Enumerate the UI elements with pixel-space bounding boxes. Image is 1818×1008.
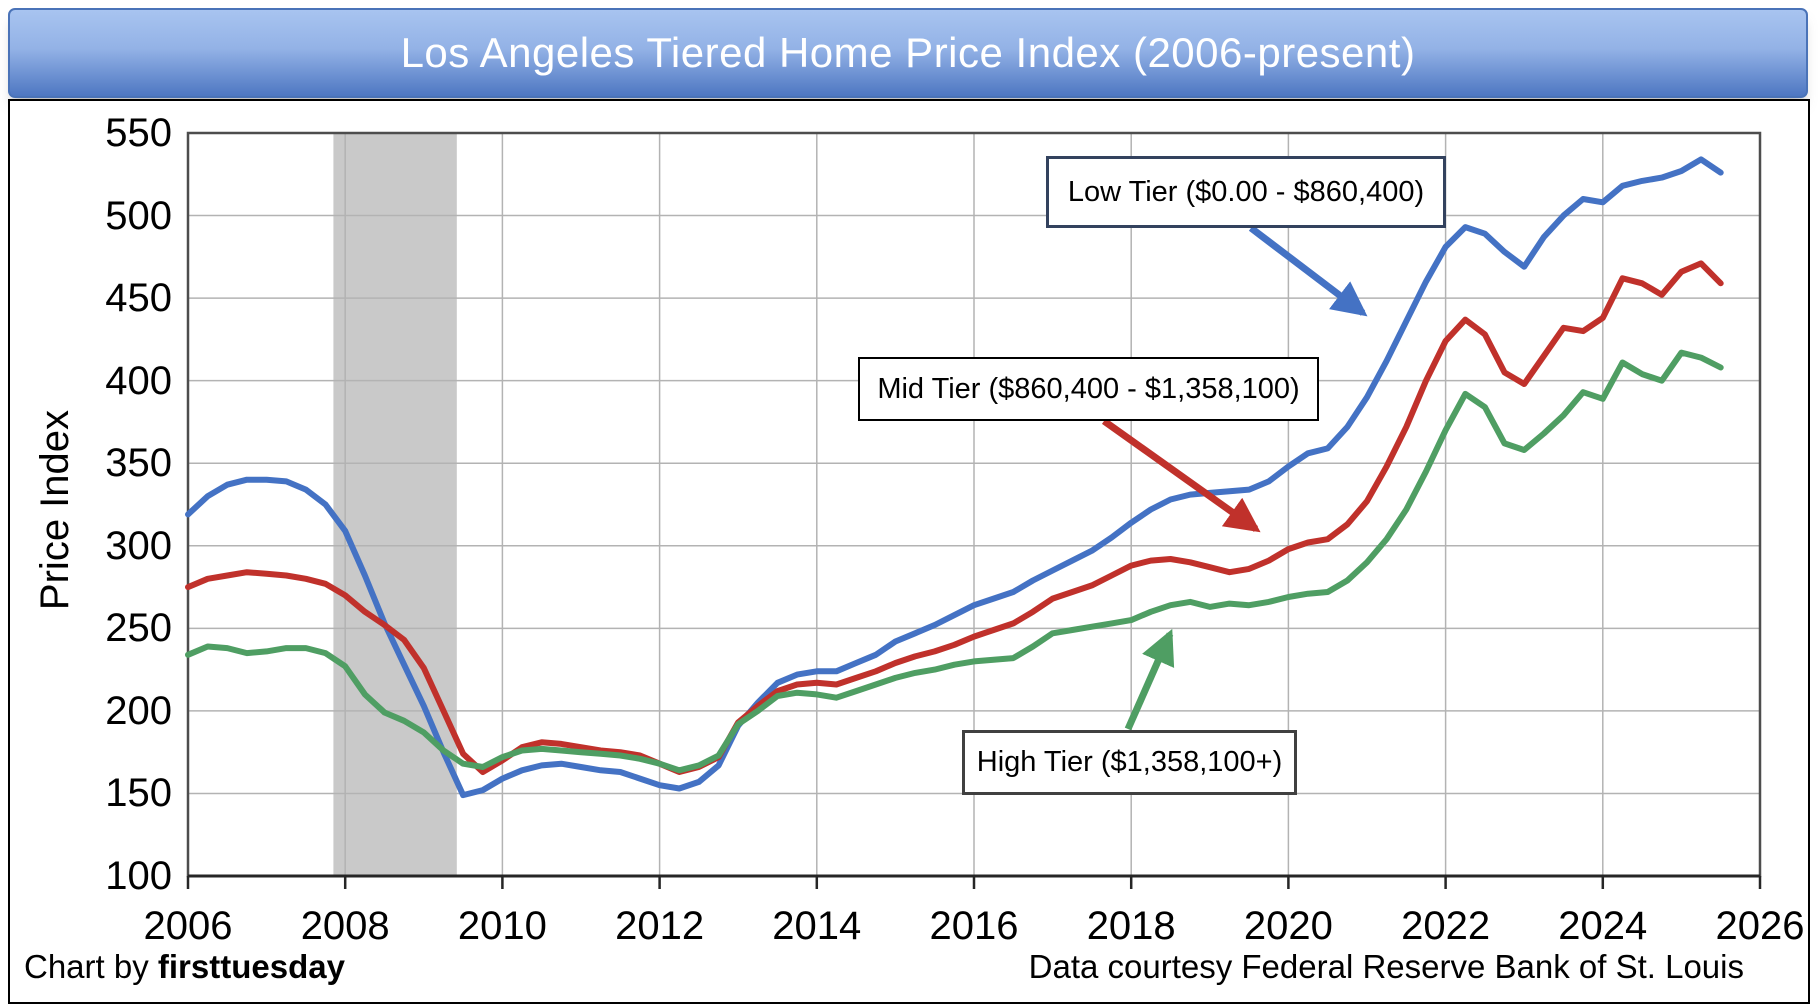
x-tick-label: 2026 xyxy=(1715,904,1805,948)
recession-band xyxy=(333,133,457,876)
legend-box-low-tier: Low Tier ($0.00 - $860,400) xyxy=(1046,156,1446,228)
legend-box-high-tier: High Tier ($1,358,100+) xyxy=(962,730,1297,795)
y-tick-label: 400 xyxy=(105,358,172,403)
y-tick-label: 300 xyxy=(105,523,172,568)
x-tick-label: 2006 xyxy=(143,904,233,948)
title-banner: Los Angeles Tiered Home Price Index (200… xyxy=(8,8,1808,98)
mid-tier-arrow xyxy=(1101,418,1261,533)
byline: Chart by firsttuesday xyxy=(24,948,345,986)
y-tick-label: 150 xyxy=(105,771,172,816)
y-tick-label: 550 xyxy=(105,111,172,155)
x-tick-label: 2016 xyxy=(929,904,1019,948)
y-tick-label: 500 xyxy=(105,193,172,238)
y-tick-label: 100 xyxy=(105,854,172,898)
y-tick-label: 350 xyxy=(105,441,172,486)
y-tick-label: 450 xyxy=(105,276,172,321)
legend-label-low-tier: Low Tier ($0.00 - $860,400) xyxy=(1067,175,1425,208)
low-tier-arrow xyxy=(1248,225,1368,317)
chart-title: Los Angeles Tiered Home Price Index (200… xyxy=(400,29,1416,76)
mid-tier-line xyxy=(185,260,1724,775)
legend-box-mid-tier: Mid Tier ($860,400 - $1,358,100) xyxy=(858,357,1319,421)
y-tick-label: 200 xyxy=(105,688,172,733)
x-tick-label: 2008 xyxy=(300,904,390,948)
x-tick-label: 2010 xyxy=(457,904,547,948)
byline-prefix: Chart by xyxy=(24,948,158,985)
x-tick-label: 2014 xyxy=(772,904,862,948)
chart-frame xyxy=(8,99,1810,1004)
byline-brand: firsttuesday xyxy=(157,948,345,985)
legend-label-mid-tier: Mid Tier ($860,400 - $1,358,100) xyxy=(877,372,1300,405)
legend-label-high-tier: High Tier ($1,358,100+) xyxy=(976,746,1283,778)
x-tick-label: 2022 xyxy=(1401,904,1491,948)
y-axis-title: Price Index xyxy=(33,409,77,611)
high-tier-line xyxy=(185,349,1724,774)
x-tick-label: 2024 xyxy=(1558,904,1648,948)
high-tier-arrow xyxy=(1124,628,1175,731)
x-tick-label: 2012 xyxy=(615,904,705,948)
y-tick-label: 250 xyxy=(105,606,172,651)
x-tick-label: 2020 xyxy=(1243,904,1333,948)
source-note: Data courtesy Federal Reserve Bank of St… xyxy=(1028,948,1744,985)
x-tick-label: 2018 xyxy=(1086,904,1176,948)
